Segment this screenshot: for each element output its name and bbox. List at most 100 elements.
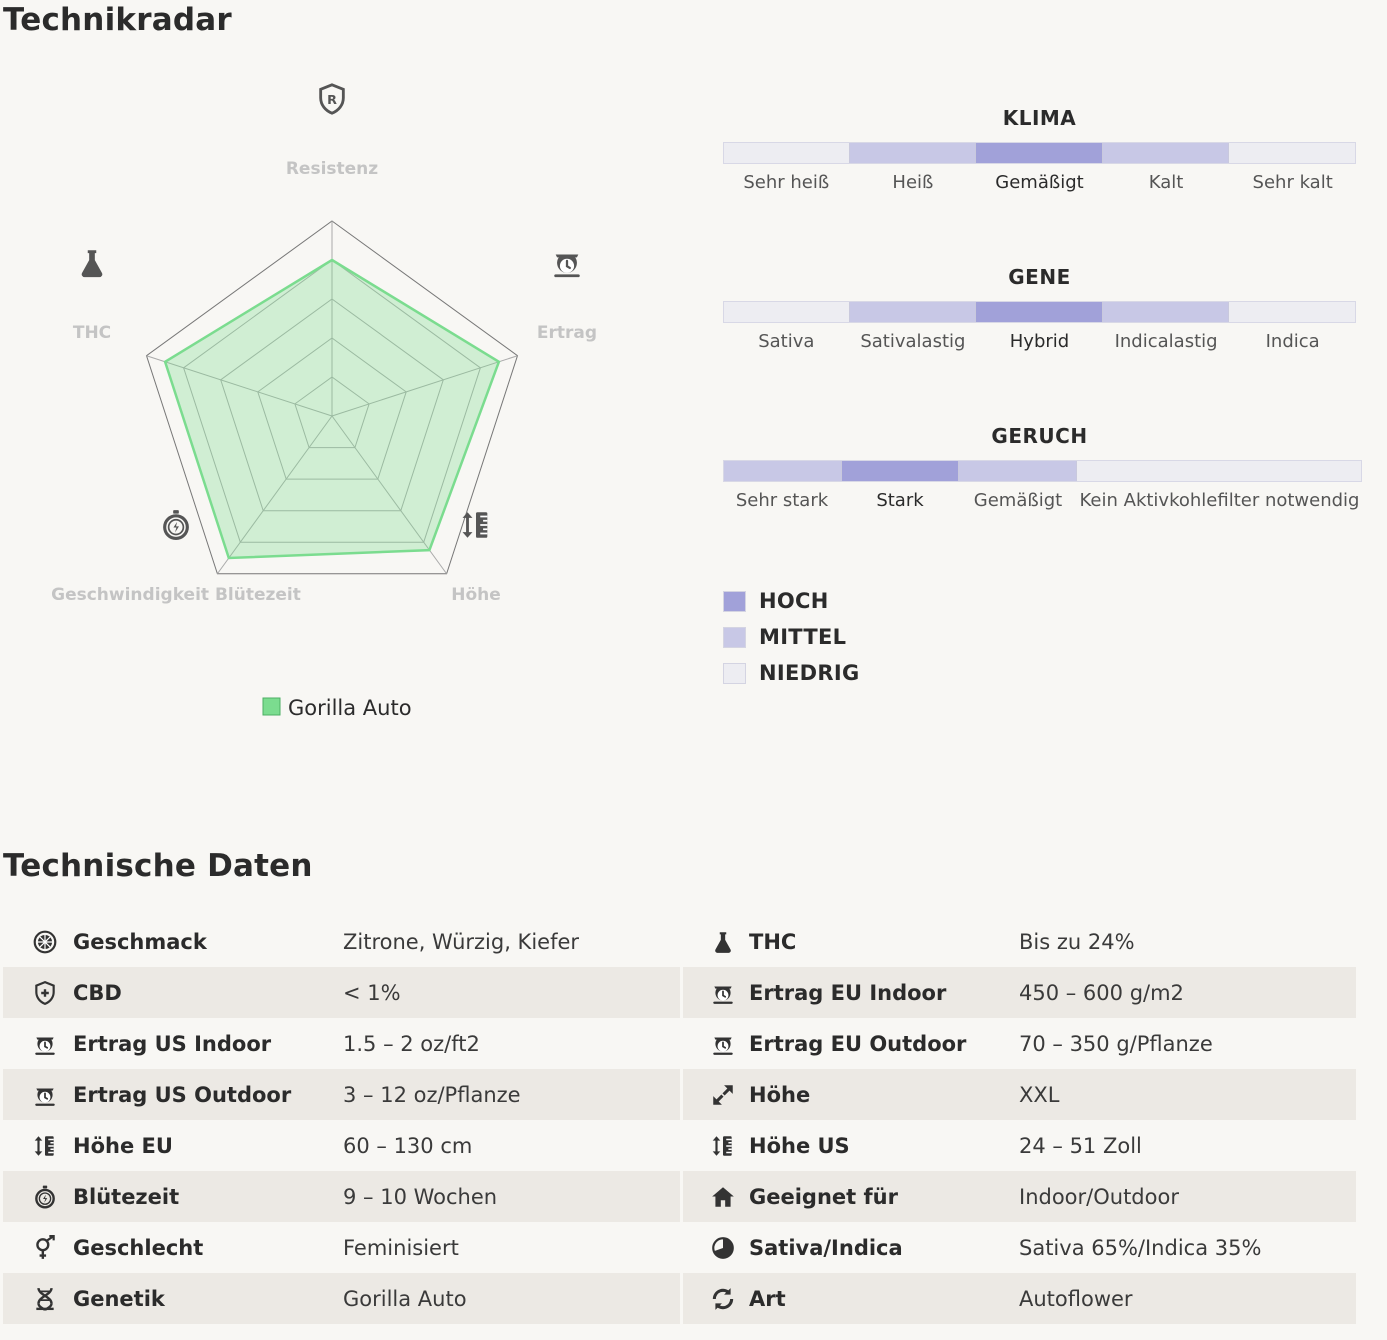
scale-segment xyxy=(841,461,960,481)
scale-segment xyxy=(850,143,977,163)
tech-label: Geschmack xyxy=(73,929,207,954)
stopwatch-icon xyxy=(163,510,189,541)
tech-label: Genetik xyxy=(73,1286,165,1311)
tech-cell-geeignet-für: Geeignet für Indoor/Outdoor xyxy=(683,1171,1356,1222)
tech-cell-geschlecht: Geschlecht Feminisiert xyxy=(3,1222,680,1273)
scale-icon xyxy=(709,1030,737,1058)
radar-grid-ring xyxy=(145,220,519,575)
tech-cell-blütezeit: Blütezeit 9 – 10 Wochen xyxy=(3,1171,680,1222)
tech-label: THC xyxy=(749,929,797,954)
tech-cell-geschmack: Geschmack Zitrone, Würzig, Kiefer xyxy=(3,916,680,967)
tech-cell-sativa-indica: Sativa/Indica Sativa 65%/Indica 35% xyxy=(683,1222,1356,1273)
radar-series xyxy=(163,258,501,560)
tech-value: 24 – 51 Zoll xyxy=(1019,1133,1142,1158)
scale-icon xyxy=(554,254,580,278)
scale-segment xyxy=(1228,302,1356,322)
table-row: Ertrag US Outdoor 3 – 12 oz/Pflanze Höhe XX… xyxy=(3,1069,1356,1120)
tech-value: Bis zu 24% xyxy=(1019,929,1135,954)
radar-grid-ring xyxy=(257,337,407,480)
radar-spoke xyxy=(331,355,518,417)
tech-label: Sativa/Indica xyxy=(749,1235,903,1260)
level-legend-swatch xyxy=(723,626,746,648)
tech-value: XXL xyxy=(1019,1082,1060,1107)
tech-label: Ertrag US Indoor xyxy=(73,1031,272,1056)
svg-text:R: R xyxy=(327,93,337,108)
radar-grid-ring xyxy=(294,376,370,449)
tech-data-table: Geschmack Zitrone, Würzig, Kiefer THC Bis z… xyxy=(3,916,1356,1324)
radar-legend-label: Gorilla Auto xyxy=(288,696,412,720)
pie-icon xyxy=(709,1234,737,1262)
stopwatch-icon xyxy=(31,1183,59,1211)
level-legend-label: MITTEL xyxy=(759,625,847,649)
tech-label: Höhe EU xyxy=(73,1133,173,1158)
height-icon xyxy=(709,1132,737,1160)
radar-axis-label: THC xyxy=(73,323,111,343)
tech-value: 70 – 350 g/Pflanze xyxy=(1019,1031,1213,1056)
tech-cell-ertrag-us-indoor: Ertrag US Indoor 1.5 – 2 oz/ft2 xyxy=(3,1018,680,1069)
table-row: Geschmack Zitrone, Würzig, Kiefer THC Bis z… xyxy=(3,916,1356,967)
scale-segment xyxy=(976,302,1103,322)
refresh-icon xyxy=(709,1285,737,1313)
radar-spoke xyxy=(146,355,333,417)
scale-title: KLIMA xyxy=(1002,106,1077,130)
tech-value: Autoflower xyxy=(1019,1286,1133,1311)
level-legend-item: HOCH xyxy=(723,583,860,619)
tech-label: Blütezeit xyxy=(73,1184,180,1209)
radar-axis-3: Höhe xyxy=(451,512,501,605)
scale-icon xyxy=(31,1030,59,1058)
scale-segment xyxy=(1102,143,1229,163)
shield-r-icon: R xyxy=(319,83,345,115)
tech-cell-thc: THC Bis zu 24% xyxy=(683,916,1356,967)
level-legend-label: HOCH xyxy=(759,589,829,613)
radar-section-title: Technikradar xyxy=(3,2,232,38)
radar-series-area xyxy=(163,258,501,560)
tech-cell-ertrag-eu-outdoor: Ertrag EU Outdoor 70 – 350 g/Pflanze xyxy=(683,1018,1356,1069)
radar-spoke xyxy=(216,415,333,575)
tech-cell-höhe: Höhe XXL xyxy=(683,1069,1356,1120)
tech-cell-cbd: CBD < 1% xyxy=(3,967,680,1018)
level-legend-item: MITTEL xyxy=(723,619,860,655)
scale-segment xyxy=(724,302,851,322)
radar-axis-label: Ertrag xyxy=(537,323,597,343)
scale-segment-label: Kein Aktivkohlefilter notwendig xyxy=(1079,490,1360,511)
scale-segment-label: Sativalastig xyxy=(860,331,966,352)
table-row: Ertrag US Indoor 1.5 – 2 oz/ft2 Ertrag EU … xyxy=(3,1018,1356,1069)
tech-cell-höhe-eu: Höhe EU 60 – 130 cm xyxy=(3,1120,680,1171)
tech-label: CBD xyxy=(73,980,122,1005)
tech-label: Ertrag US Outdoor xyxy=(73,1082,292,1107)
radar-grid-ring xyxy=(220,298,444,512)
expand-arrow-icon xyxy=(709,1081,737,1109)
tech-value: 60 – 130 cm xyxy=(343,1133,473,1158)
radar-axis-1: R Resistenz xyxy=(286,83,378,179)
tech-cell-genetik: Genetik Gorilla Auto xyxy=(3,1273,680,1324)
scale-segment-label: Sehr heiß xyxy=(743,172,830,193)
radar-legend-swatch xyxy=(262,697,281,716)
dna-icon xyxy=(31,1285,59,1313)
tech-value: 1.5 – 2 oz/ft2 xyxy=(343,1031,480,1056)
radar-axis-4: Geschwindigkeit Blütezeit xyxy=(51,510,301,605)
radar-axis-labels: R Resistenz Ertrag Höhe Geschwindigkeit Blüt… xyxy=(51,83,597,605)
scale-segment xyxy=(1228,143,1356,163)
radar-axis-2: Ertrag xyxy=(537,254,597,343)
scale-segment xyxy=(850,302,977,322)
radar-axis-5: THC xyxy=(73,250,111,343)
level-legend: HOCH MITTEL NIEDRIG xyxy=(723,583,860,691)
scale-segment xyxy=(1076,461,1361,481)
radar-axis-label: Resistenz xyxy=(286,159,378,179)
tech-value: < 1% xyxy=(343,980,401,1005)
radar-axis-label: Geschwindigkeit Blütezeit xyxy=(51,585,301,605)
tech-value: Sativa 65%/Indica 35% xyxy=(1019,1235,1262,1260)
table-row: Blütezeit 9 – 10 Wochen Geeignet für Indoor… xyxy=(3,1171,1356,1222)
scale-bar xyxy=(723,460,1362,482)
tech-value: Indoor/Outdoor xyxy=(1019,1184,1179,1209)
scale-segment-label: Indica xyxy=(1265,331,1320,352)
tech-label: Höhe US xyxy=(749,1133,850,1158)
level-legend-swatch xyxy=(723,662,746,684)
scale-icon xyxy=(709,979,737,1007)
radar-legend[interactable]: Gorilla Auto xyxy=(262,696,412,720)
flask-icon xyxy=(81,250,103,278)
radar-chart: R Resistenz Ertrag Höhe Geschwindigkeit Blüt… xyxy=(51,83,597,720)
tech-label: Ertrag EU Outdoor xyxy=(749,1031,967,1056)
tech-cell-ertrag-eu-indoor: Ertrag EU Indoor 450 – 600 g/m2 xyxy=(683,967,1356,1018)
scale-segment-label: Stark xyxy=(876,490,924,511)
